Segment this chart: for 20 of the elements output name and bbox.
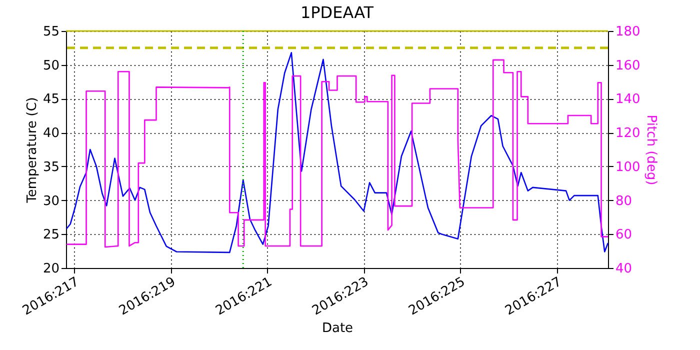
- y-tick-label: 30: [42, 194, 60, 209]
- y2-tick-label: 160: [616, 58, 640, 74]
- y2-tick-label: 100: [616, 160, 640, 175]
- y2-tick-label: 80: [616, 194, 632, 209]
- y-tick-label: 20: [42, 262, 60, 276]
- y-tick-label: 50: [42, 58, 60, 74]
- y-tick-label: 35: [42, 160, 60, 175]
- y2-axis-title: Pitch (deg): [643, 114, 658, 186]
- y2-tick-label: 180: [616, 24, 640, 40]
- x-axis-title: Date: [322, 320, 354, 336]
- y2-tick-label: 120: [616, 126, 640, 142]
- y2-tick-label: 140: [616, 92, 640, 108]
- chart-title: 1PDEAAT: [300, 3, 374, 22]
- y-tick-label: 25: [42, 228, 60, 243]
- y-axis-title: Temperature (C): [24, 97, 40, 204]
- y2-tick-label: 40: [616, 262, 632, 276]
- y-tick-label: 55: [42, 24, 60, 40]
- y-tick-label: 40: [42, 126, 60, 142]
- y-tick-label: 45: [42, 92, 60, 108]
- y2-tick-label: 60: [616, 228, 632, 243]
